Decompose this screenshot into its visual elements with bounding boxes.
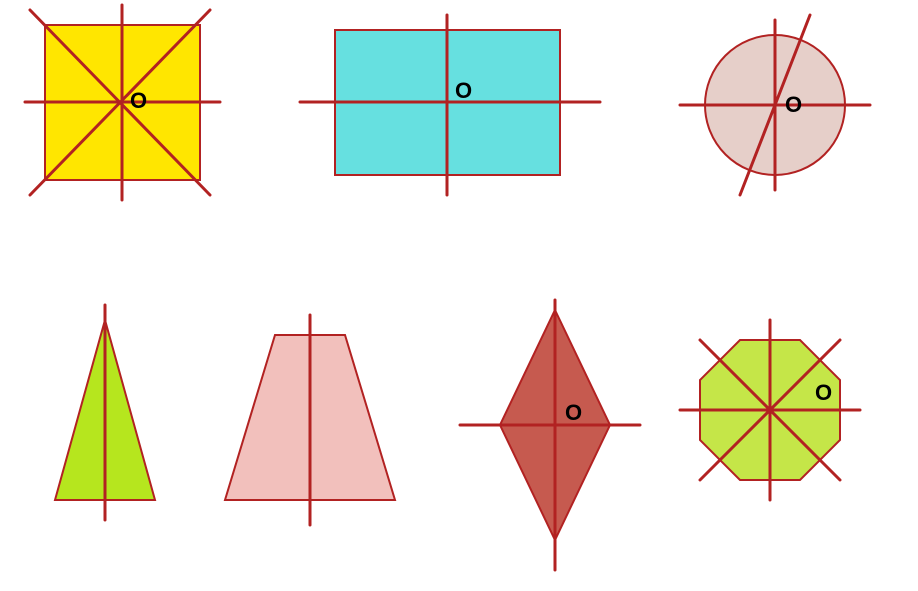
octagon-group: O	[680, 320, 860, 500]
center-label: O	[785, 92, 802, 117]
rectangle-group: O	[300, 15, 600, 195]
center-label: O	[130, 88, 147, 113]
center-label: O	[565, 400, 582, 425]
center-label: O	[815, 380, 832, 405]
square-group: O	[25, 5, 220, 200]
center-label: O	[455, 78, 472, 103]
symmetry-diagram: O O O O O	[0, 0, 918, 591]
